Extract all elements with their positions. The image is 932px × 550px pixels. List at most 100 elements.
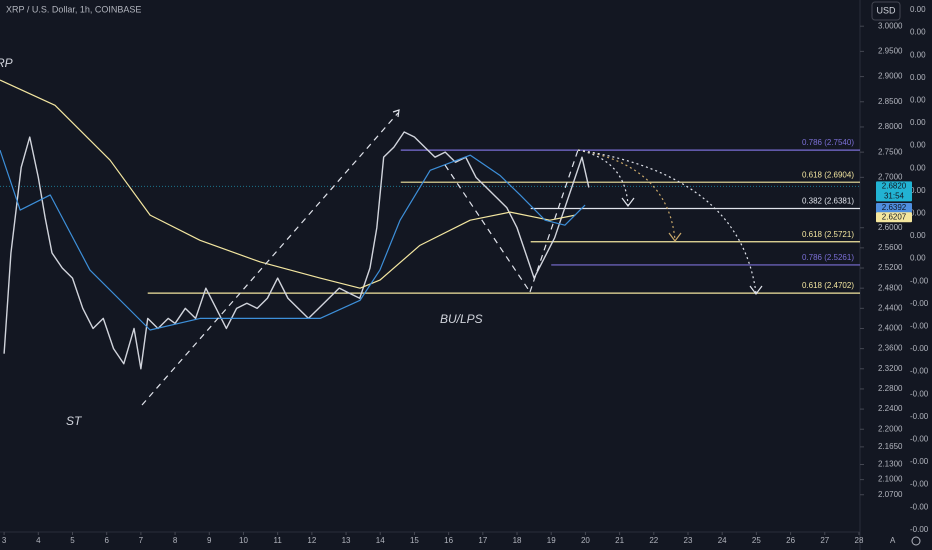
y-tick-label: 2.4000 [878,324,903,333]
y-tick-label: 2.2400 [878,404,903,413]
y-tick-label: 2.8500 [878,97,903,106]
y-tick-label: 2.1650 [878,442,903,451]
dashed-path [444,164,531,293]
y-tick-label: 2.5600 [878,243,903,252]
x-tick-label: 21 [615,536,624,545]
secondary-axis-label: 0.00 [910,231,926,240]
dashed-path [141,112,399,406]
annotation: BU/LPS [440,312,483,326]
currency-button-label[interactable]: USD [876,5,896,15]
price-tag-label: 2.6207 [882,212,907,221]
secondary-axis-label: 0.00 [910,209,926,218]
y-tick-label: 2.1000 [878,475,903,484]
x-tick-label: 4 [36,536,41,545]
y-tick-label: 2.4400 [878,303,903,312]
projection-arrow [577,149,757,294]
secondary-axis-label: -0.00 [910,389,929,398]
x-tick-label: 9 [207,536,212,545]
y-tick-label: 2.2800 [878,384,903,393]
y-tick-label: 3.0000 [878,21,903,30]
y-tick-label: 2.9000 [878,72,903,81]
x-tick-label: 17 [478,536,487,545]
x-tick-label: 12 [307,536,316,545]
price-tag-label: 2.6392 [882,203,907,212]
arrow-head [621,197,635,207]
secondary-axis-label: 0.00 [910,163,926,172]
x-tick-label: 22 [649,536,658,545]
arrow-head [668,232,682,242]
x-tick-label: 10 [239,536,248,545]
x-tick-label: 7 [139,536,144,545]
secondary-axis-label: 0.00 [910,5,926,14]
secondary-axis-label: -0.00 [910,525,929,534]
fib-label: 0.786 (2.5261) [802,253,854,262]
x-tick-label: 15 [410,536,419,545]
arrow-head [392,109,400,118]
moving-average [0,149,586,331]
secondary-axis-label: -0.00 [910,480,929,489]
symbol-title: XRP / U.S. Dollar, 1h, COINBASE [6,4,141,14]
y-tick-label: 2.6000 [878,223,903,232]
x-tick-label: 16 [444,536,453,545]
x-tick-label: 13 [342,536,351,545]
secondary-axis-label: 0.00 [910,28,926,37]
x-tick-label: 23 [684,536,693,545]
secondary-axis-label: 0.00 [910,50,926,59]
y-tick-label: 2.9500 [878,46,903,55]
x-tick-label: 18 [513,536,522,545]
price-tag-label: 2.6820 [882,182,907,191]
price-tag [876,202,912,213]
x-tick-label: 6 [104,536,109,545]
x-tick-label: 19 [547,536,556,545]
projection-arrow [577,149,629,206]
dashed-path [529,149,579,293]
y-tick-label: 2.4800 [878,283,903,292]
settings-button[interactable] [911,536,921,546]
auto-scale-button[interactable]: A [890,536,896,545]
y-tick-label: 2.8000 [878,122,903,131]
fib-label: 0.618 (2.4702) [802,281,854,290]
secondary-axis-label: -0.00 [910,412,929,421]
currency-button[interactable] [871,1,901,21]
x-tick-label: 11 [274,536,283,545]
arrow-head [749,285,763,295]
x-tick-label: 25 [752,536,761,545]
secondary-axis-label: 0.00 [910,186,926,195]
secondary-axis-label: 0.00 [910,118,926,127]
y-tick-label: 2.7000 [878,172,903,181]
price-tag [876,212,912,223]
fib-label: 0.618 (2.5721) [802,230,854,239]
moving-average [0,79,576,289]
secondary-axis-label: -0.00 [910,502,929,511]
secondary-axis-label: -0.00 [910,299,929,308]
fib-label: 0.786 (2.7540) [802,138,854,147]
x-tick-label: 14 [376,536,385,545]
secondary-axis-label: -0.00 [910,367,929,376]
secondary-axis-label: -0.00 [910,435,929,444]
x-tick-label: 8 [173,536,178,545]
fib-label: 0.382 (2.6381) [802,197,854,206]
secondary-axis-label: 0.00 [910,73,926,82]
x-tick-label: 20 [581,536,590,545]
price-tag-countdown: 31:54 [884,192,905,201]
y-tick-label: 2.7500 [878,147,903,156]
x-tick-label: 28 [855,536,864,545]
secondary-axis-label: 0.00 [910,96,926,105]
annotation: RP [0,56,13,70]
secondary-axis-label: -0.00 [910,322,929,331]
secondary-axis-label: -0.00 [910,344,929,353]
x-tick-label: 24 [718,536,727,545]
x-tick-label: 5 [70,536,75,545]
price-tag [876,181,912,202]
price-line [3,131,590,370]
y-tick-label: 2.0700 [878,490,903,499]
secondary-axis-label: 0.00 [910,141,926,150]
projection-arrow [577,149,676,241]
y-tick-label: 2.3600 [878,344,903,353]
secondary-axis-label: 0.00 [910,254,926,263]
y-tick-label: 2.5200 [878,263,903,272]
y-tick-label: 2.2000 [878,424,903,433]
